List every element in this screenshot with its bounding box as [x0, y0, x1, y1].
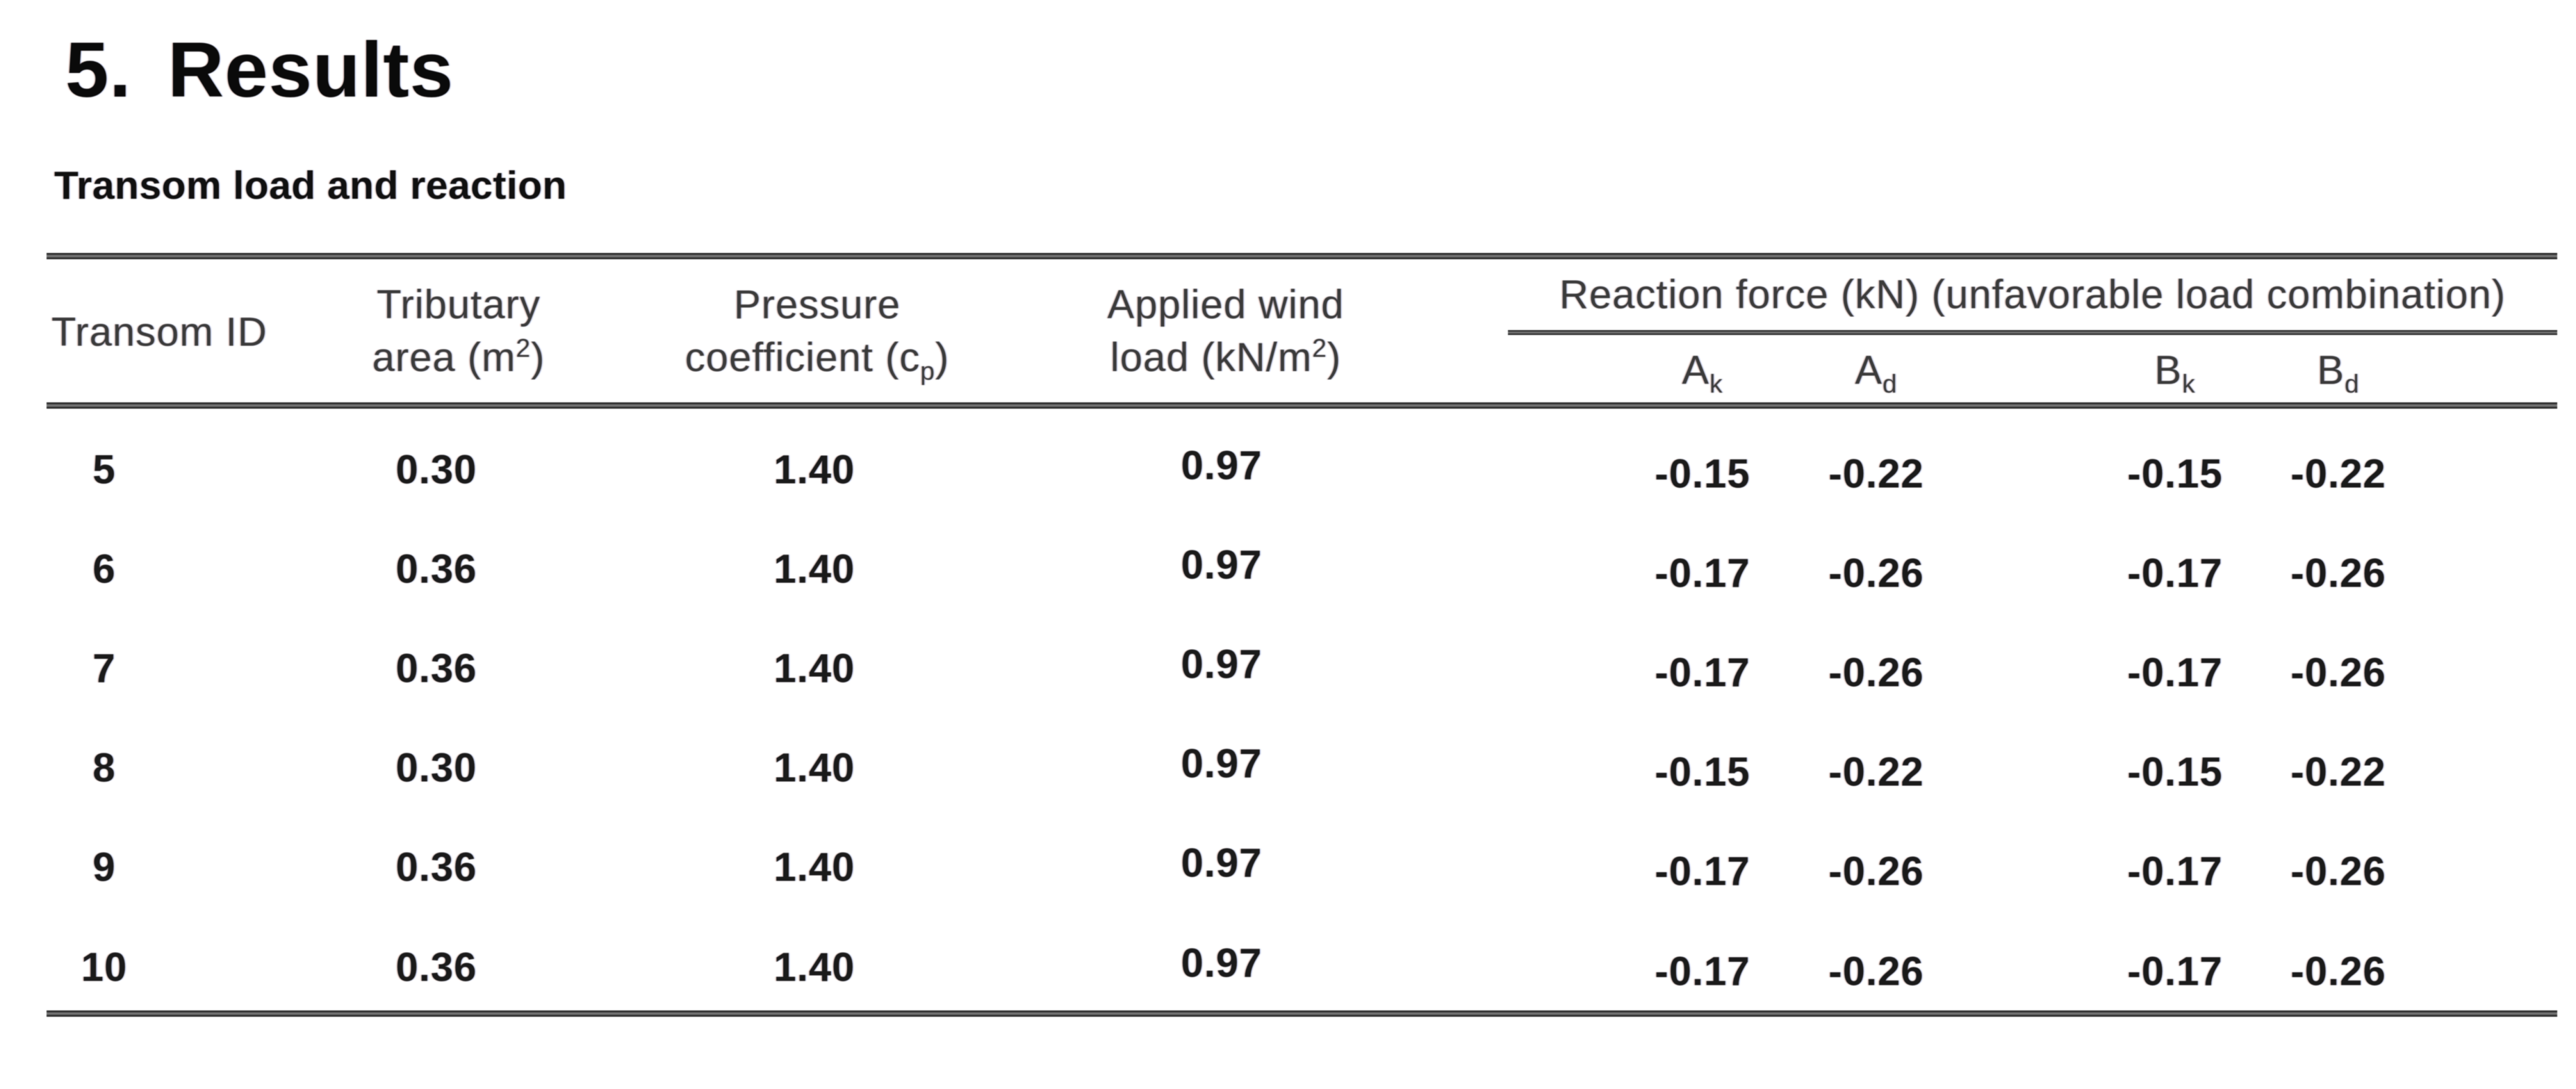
cell-reaction-ad: -0.26	[1828, 849, 1924, 894]
header-line2: load (kN/m2)	[1110, 333, 1342, 380]
subscript-k: k	[1709, 369, 1723, 399]
cell-transom-id: 10	[81, 944, 128, 990]
superscript-2: 2	[1312, 333, 1327, 363]
cell-reaction-bd: -0.26	[2290, 650, 2386, 696]
cell-applied-wind-load: 0.97	[1181, 840, 1263, 886]
cell-tributary-area: 0.36	[395, 646, 477, 691]
cell-reaction-bk: -0.15	[2127, 451, 2223, 497]
cell-reaction-ak: -0.17	[1655, 650, 1750, 696]
table-bottom-rule	[47, 1010, 2557, 1017]
cell-applied-wind-load: 0.97	[1181, 542, 1263, 588]
column-header-applied-wind-load: Applied wind load (kN/m2)	[1108, 279, 1345, 384]
cell-reaction-ad: -0.22	[1828, 451, 1924, 497]
header-line1: Tributary	[377, 282, 541, 327]
table-header-bottom-rule	[47, 402, 2557, 409]
cell-pressure-coefficient: 1.40	[773, 447, 855, 493]
column-header-pressure-coefficient: Pressure coefficient (cp)	[685, 279, 950, 384]
cell-applied-wind-load: 0.97	[1181, 940, 1263, 986]
section-number: 5.	[65, 26, 132, 113]
cell-reaction-bk: -0.17	[2127, 550, 2223, 596]
cell-pressure-coefficient: 1.40	[773, 546, 855, 592]
subscript-d: d	[1882, 369, 1898, 399]
cell-reaction-bd: -0.26	[2290, 550, 2386, 596]
column-header-transom-id: Transom ID	[51, 309, 268, 355]
cell-tributary-area: 0.30	[395, 447, 477, 493]
subcolumn-header-bk: Bk	[2154, 347, 2196, 399]
cell-reaction-ak: -0.15	[1655, 451, 1750, 497]
header-line2: coefficient (cp)	[684, 335, 950, 386]
cell-tributary-area: 0.30	[395, 745, 477, 791]
cell-reaction-bd: -0.26	[2290, 849, 2386, 894]
table-top-rule	[47, 253, 2557, 259]
cell-reaction-bd: -0.26	[2290, 949, 2386, 994]
header-line1: Applied wind	[1107, 282, 1345, 327]
cell-reaction-ak: -0.17	[1655, 849, 1750, 894]
cell-reaction-ad: -0.26	[1828, 650, 1924, 696]
cell-reaction-bk: -0.15	[2127, 749, 2223, 795]
cell-tributary-area: 0.36	[395, 844, 477, 890]
subcolumn-header-ak: Ak	[1682, 347, 1723, 399]
cell-reaction-ak: -0.17	[1655, 949, 1750, 994]
superscript-2: 2	[516, 333, 532, 363]
subscript-p: p	[920, 356, 935, 386]
subcolumn-header-bd: Bd	[2317, 347, 2360, 399]
reaction-group-underline-rule	[1508, 330, 2557, 335]
subcolumn-header-ad: Ad	[1855, 347, 1898, 399]
cell-transom-id: 5	[92, 447, 116, 493]
cell-reaction-ad: -0.26	[1828, 550, 1924, 596]
section-title: Results	[167, 26, 454, 113]
section-heading: 5. Results	[65, 25, 454, 115]
cell-applied-wind-load: 0.97	[1181, 641, 1263, 687]
header-line1: Pressure	[733, 282, 901, 327]
cell-transom-id: 7	[92, 646, 116, 691]
column-header-tributary-area: Tributary area (m2)	[372, 279, 545, 384]
column-group-header-reaction-force: Reaction force (kN) (unfavorable load co…	[1559, 272, 2507, 318]
cell-pressure-coefficient: 1.40	[773, 646, 855, 691]
cell-reaction-bd: -0.22	[2290, 451, 2386, 497]
cell-transom-id: 8	[92, 745, 116, 791]
cell-reaction-bk: -0.17	[2127, 949, 2223, 994]
cell-applied-wind-load: 0.97	[1181, 741, 1263, 787]
cell-reaction-bk: -0.17	[2127, 650, 2223, 696]
cell-reaction-ad: -0.22	[1828, 749, 1924, 795]
cell-pressure-coefficient: 1.40	[773, 844, 855, 890]
subscript-k: k	[2182, 369, 2196, 399]
cell-pressure-coefficient: 1.40	[773, 745, 855, 791]
table-title: Transom load and reaction	[54, 163, 567, 208]
cell-tributary-area: 0.36	[395, 944, 477, 990]
cell-reaction-bd: -0.22	[2290, 749, 2386, 795]
cell-reaction-bk: -0.17	[2127, 849, 2223, 894]
subscript-d: d	[2345, 369, 2360, 399]
header-line2: area (m2)	[372, 333, 545, 380]
cell-transom-id: 6	[92, 546, 116, 592]
cell-pressure-coefficient: 1.40	[773, 944, 855, 990]
cell-reaction-ak: -0.17	[1655, 550, 1750, 596]
cell-transom-id: 9	[92, 844, 116, 890]
cell-reaction-ad: -0.26	[1828, 949, 1924, 994]
cell-applied-wind-load: 0.97	[1181, 443, 1263, 489]
cell-tributary-area: 0.36	[395, 546, 477, 592]
cell-reaction-ak: -0.15	[1655, 749, 1750, 795]
